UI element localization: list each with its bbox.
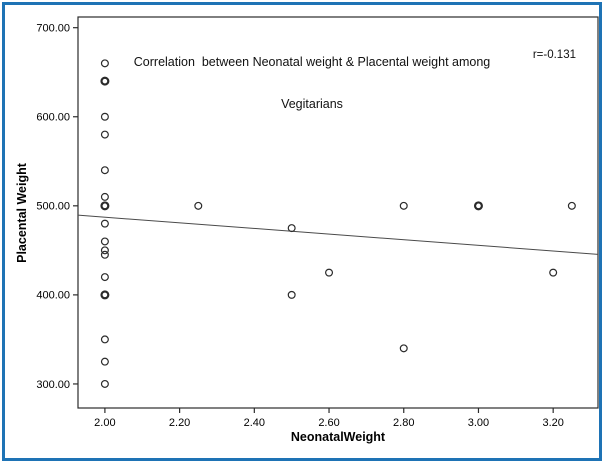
data-point <box>287 290 296 299</box>
data-point <box>100 201 110 211</box>
data-point <box>473 201 483 211</box>
chart-title: Correlation between Neonatal weight & Pl… <box>78 27 546 139</box>
data-point <box>100 273 109 282</box>
regression-line <box>77 214 599 255</box>
data-point <box>194 201 203 210</box>
data-point <box>325 268 334 277</box>
data-point <box>100 192 109 201</box>
data-point <box>100 76 110 86</box>
data-point <box>567 201 576 210</box>
y-tick-label: 500.00 <box>36 201 70 213</box>
x-tick-label: 2.00 <box>94 417 115 429</box>
data-point <box>100 357 109 366</box>
y-tick-label: 300.00 <box>36 379 70 391</box>
data-point <box>100 290 110 300</box>
data-point <box>100 219 109 228</box>
plot-border <box>77 16 599 409</box>
correlation-annotation: r=-0.131 <box>532 49 576 61</box>
y-tick-label: 400.00 <box>36 290 70 302</box>
x-axis-label: NeonatalWeight <box>290 430 386 444</box>
chart-title-line1: Correlation between Neonatal weight & Pl… <box>133 55 491 69</box>
data-point <box>399 344 408 353</box>
data-point <box>100 335 109 344</box>
data-point <box>100 112 109 121</box>
data-point <box>100 130 109 139</box>
y-tick-label: 600.00 <box>36 112 70 124</box>
data-point <box>399 201 408 210</box>
data-point <box>100 246 109 255</box>
x-tick-label: 2.60 <box>318 417 339 429</box>
x-tick-label: 2.80 <box>393 417 414 429</box>
data-point <box>549 268 558 277</box>
data-point <box>100 166 109 175</box>
data-point <box>100 379 109 388</box>
chart-title-line2: Vegitarians <box>281 97 343 111</box>
data-point <box>287 224 296 233</box>
data-point <box>100 237 109 246</box>
x-tick-label: 3.00 <box>468 417 489 429</box>
data-point <box>100 59 109 68</box>
x-tick-label: 3.20 <box>542 417 563 429</box>
x-tick-label: 2.20 <box>169 417 190 429</box>
y-tick-label: 700.00 <box>36 22 70 34</box>
x-tick-label: 2.40 <box>244 417 265 429</box>
data-point <box>100 250 109 259</box>
